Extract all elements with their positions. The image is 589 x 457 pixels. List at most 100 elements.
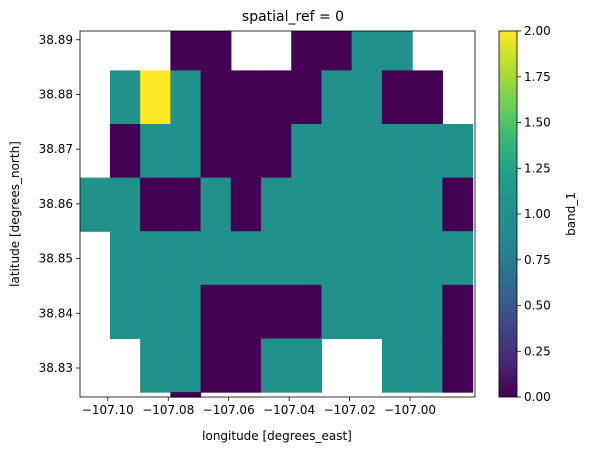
colorbar-tick-label: 0.25 bbox=[524, 344, 551, 358]
colorbar-label: band_1 bbox=[564, 192, 578, 236]
heatmap-cell bbox=[170, 392, 202, 398]
heatmap-cell bbox=[321, 231, 353, 286]
heatmap-cell bbox=[230, 284, 262, 340]
heatmap-cell bbox=[291, 231, 323, 286]
heatmap-cell bbox=[412, 338, 443, 393]
y-tick-label: 38.88 bbox=[39, 87, 73, 101]
y-tick-label: 38.83 bbox=[39, 361, 73, 375]
heatmap-cell bbox=[442, 124, 474, 179]
heatmap-cell bbox=[351, 124, 383, 179]
heatmap-cell bbox=[261, 177, 292, 232]
heatmap-cell bbox=[351, 231, 383, 286]
y-tick-label: 38.87 bbox=[39, 142, 73, 156]
heatmap-cell bbox=[412, 231, 443, 286]
heatmap-cell bbox=[200, 31, 232, 71]
heatmap-cell bbox=[442, 177, 474, 232]
heatmap-cell bbox=[442, 231, 474, 286]
heatmap-cell bbox=[381, 31, 413, 71]
heatmap-cell bbox=[200, 338, 232, 393]
heatmap-cell bbox=[381, 338, 413, 393]
colorbar-tick-label: 2.00 bbox=[524, 24, 551, 38]
heatmap-cell bbox=[200, 284, 232, 340]
heatmap-cell bbox=[230, 231, 262, 286]
heatmap-cell bbox=[442, 338, 474, 393]
heatmap-cell bbox=[261, 284, 292, 340]
heatmap-cell bbox=[230, 338, 262, 393]
heatmap-cell bbox=[230, 70, 262, 125]
heatmap-cell bbox=[291, 338, 323, 393]
heatmap-cell bbox=[200, 177, 232, 232]
heatmap-cell bbox=[109, 231, 141, 286]
heatmap-cell bbox=[291, 284, 323, 340]
colorbar bbox=[498, 30, 518, 398]
colorbar-tick-label: 1.25 bbox=[524, 161, 551, 175]
heatmap-cell bbox=[170, 124, 202, 179]
heatmap-cell bbox=[109, 70, 141, 125]
x-tick-label: −107.04 bbox=[263, 403, 315, 417]
heatmap-cell bbox=[261, 338, 292, 393]
heatmap-cell bbox=[200, 124, 232, 179]
x-axis-label: longitude [degrees_east] bbox=[202, 429, 352, 443]
heatmap-cell bbox=[442, 284, 474, 340]
heatmap-cell bbox=[351, 177, 383, 232]
x-tick-label: −107.10 bbox=[82, 403, 134, 417]
heatmap-cell bbox=[109, 177, 141, 232]
colorbar-tick-label: 0.00 bbox=[524, 390, 551, 404]
heatmap-cell bbox=[261, 231, 292, 286]
heatmap-cell bbox=[412, 124, 443, 179]
colorbar-tick-label: 0.50 bbox=[524, 299, 551, 313]
heatmap-cell bbox=[80, 177, 111, 232]
y-tick-label: 38.84 bbox=[39, 306, 73, 320]
x-tick-label: −107.08 bbox=[142, 403, 194, 417]
chart-title: spatial_ref = 0 bbox=[242, 9, 344, 25]
heatmap-cell bbox=[109, 124, 141, 179]
heatmap-cell bbox=[291, 124, 323, 179]
heatmap-cell bbox=[381, 124, 413, 179]
colorbar-tick-label: 1.50 bbox=[524, 116, 551, 130]
heatmap-cell bbox=[230, 124, 262, 179]
heatmap-cell bbox=[351, 284, 383, 340]
heatmap-cell bbox=[170, 284, 202, 340]
y-axis-label: latitude [degrees_north] bbox=[8, 141, 22, 287]
heatmap-cell bbox=[291, 177, 323, 232]
heatmap-cell bbox=[170, 338, 202, 393]
heatmap-cell bbox=[140, 231, 171, 286]
heatmap-cells bbox=[80, 31, 474, 398]
heatmap-cell bbox=[170, 177, 202, 232]
heatmap-cell bbox=[140, 338, 171, 393]
heatmap-cell bbox=[412, 70, 443, 125]
x-tick-label: −107.02 bbox=[324, 403, 376, 417]
heatmap-cell bbox=[230, 177, 262, 232]
heatmap-cell bbox=[321, 70, 353, 125]
heatmap-cell bbox=[412, 177, 443, 232]
heatmap-cell bbox=[351, 70, 383, 125]
colorbar-tick-label: 0.75 bbox=[524, 253, 551, 267]
y-axis-ticks: 38.83 38.84 38.85 38.86 38.87 38.88 38.89 bbox=[39, 33, 80, 375]
heatmap-cell bbox=[170, 231, 202, 286]
heatmap-cell bbox=[381, 231, 413, 286]
heatmap-cell bbox=[321, 177, 353, 232]
colorbar-ticks: 0.00 0.25 0.50 0.75 1.00 1.25 1.50 1.75 2.00 bbox=[517, 24, 551, 404]
heatmap-cell bbox=[200, 70, 232, 125]
y-tick-label: 38.89 bbox=[39, 33, 73, 47]
heatmap-cell bbox=[291, 70, 323, 125]
x-tick-label: −107.06 bbox=[203, 403, 255, 417]
heatmap-cell bbox=[140, 70, 171, 125]
x-axis-ticks: −107.10 −107.08 −107.06 −107.04 −107.02 −107.… bbox=[82, 397, 436, 417]
heatmap-cell bbox=[321, 124, 353, 179]
heatmap-cell bbox=[381, 284, 413, 340]
y-tick-label: 38.85 bbox=[39, 252, 73, 266]
heatmap-cell bbox=[170, 31, 202, 71]
heatmap-cell bbox=[381, 70, 413, 125]
heatmap-cell bbox=[351, 31, 383, 71]
colorbar-tick-label: 1.00 bbox=[524, 207, 551, 221]
y-tick-label: 38.86 bbox=[39, 197, 73, 211]
heatmap-cell bbox=[140, 284, 171, 340]
heatmap-cell bbox=[321, 284, 353, 340]
heatmap-cell bbox=[381, 177, 413, 232]
colorbar-tick-label: 1.75 bbox=[524, 70, 551, 84]
heatmap-cell bbox=[140, 124, 171, 179]
heatmap-cell bbox=[291, 31, 323, 71]
